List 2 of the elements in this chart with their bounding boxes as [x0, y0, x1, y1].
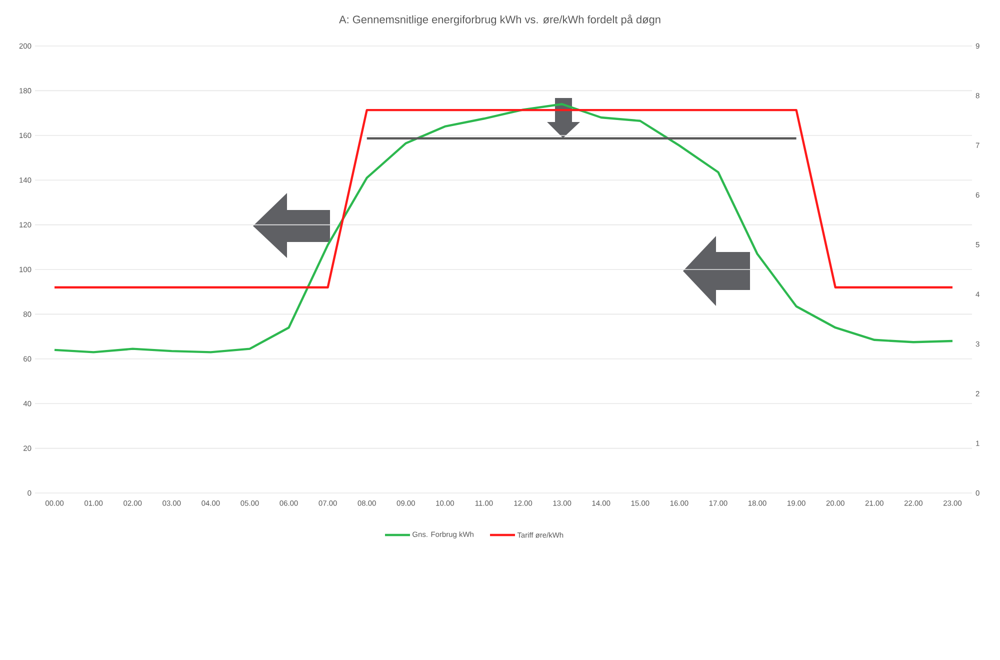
line-series	[53, 103, 954, 354]
chart-title: A: Gennemsnitlige energiforbrug kWh vs. øre/kWh fordelt på døgn	[339, 14, 660, 26]
